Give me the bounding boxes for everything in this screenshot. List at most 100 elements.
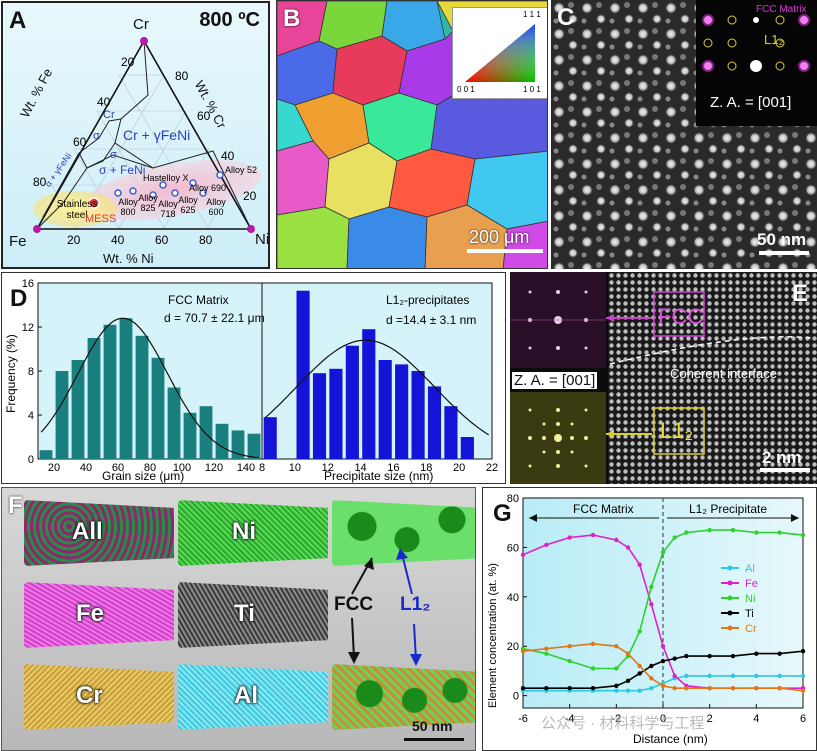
series-point-al bbox=[614, 688, 619, 693]
series-point-cr bbox=[567, 644, 572, 649]
scale-bar-f bbox=[404, 738, 464, 741]
precip-bar bbox=[444, 406, 458, 459]
precip-bar bbox=[378, 360, 392, 459]
precip-bar bbox=[263, 417, 277, 459]
alloy-hastelloy-x: Hastelloy X bbox=[143, 173, 189, 183]
x-tick-label: 20 bbox=[453, 462, 465, 474]
x-tick-label: 100 bbox=[173, 462, 191, 474]
ipf-key: 1 1 1 0 0 1 1 0 1 bbox=[452, 7, 547, 99]
marker-alloy-800 bbox=[114, 189, 122, 197]
series-line-ti bbox=[523, 650, 804, 689]
marker-hastelloy-x bbox=[159, 181, 167, 189]
ternary-phase-diagram bbox=[33, 37, 262, 233]
series-point-ti bbox=[567, 686, 572, 691]
x-tick-label: -2 bbox=[611, 713, 621, 725]
vertex-ni-dot bbox=[247, 225, 255, 233]
marker-alloy-690 bbox=[189, 179, 197, 187]
y-tick-label: 80 bbox=[507, 493, 519, 505]
series-point-ti bbox=[590, 686, 596, 691]
legend-marker bbox=[727, 565, 733, 571]
panel-g: 0 20 40 60 80 -6 -4 -2 0 2 4 6 Al Fe Ni Ti Cr G FCC Ma… bbox=[482, 487, 817, 751]
g-ylabel: Element concentration (at. %) bbox=[487, 563, 499, 708]
x-tick-label: 16 bbox=[387, 462, 399, 474]
series-point-ni bbox=[754, 530, 759, 535]
region-arrow-left bbox=[529, 514, 659, 522]
series-point-cr bbox=[777, 686, 782, 691]
tick-cr-80: 80 bbox=[175, 69, 189, 83]
series-point-al bbox=[754, 673, 759, 679]
x-tick-label: -6 bbox=[518, 713, 528, 725]
y-tick-label: 8 bbox=[28, 366, 34, 378]
precip-bar bbox=[329, 368, 343, 459]
x-tick-label: 20 bbox=[48, 462, 60, 474]
x-tick-label: 40 bbox=[80, 462, 92, 474]
grain-title: FCC Matrix bbox=[168, 293, 229, 307]
region-cr: Cr bbox=[103, 109, 115, 121]
precip-bar bbox=[362, 329, 376, 459]
series-point-cr bbox=[672, 686, 677, 691]
precip-bar bbox=[427, 386, 442, 459]
series-point-cr bbox=[520, 648, 526, 654]
map-label-all: All bbox=[72, 518, 103, 545]
panel-f: F All Ni Fe Ti Cr Al FCC L1₂ 50 nm bbox=[1, 487, 476, 751]
series-point-cr bbox=[660, 683, 666, 688]
grain-bar bbox=[183, 412, 197, 459]
apt-map-all bbox=[24, 500, 174, 566]
grain-bar bbox=[39, 450, 53, 459]
legend-label: Al bbox=[745, 563, 755, 575]
series-point-ti bbox=[614, 683, 619, 688]
tick-cr-60: 60 bbox=[197, 109, 211, 123]
tick-ni-80: 80 bbox=[199, 233, 213, 247]
watermark: 公众号 · 材料科学与工程 bbox=[541, 715, 705, 732]
grain-bar bbox=[135, 335, 149, 459]
l12-label-e: L1₂ bbox=[660, 418, 694, 443]
apt-map-ti bbox=[178, 582, 328, 648]
panel-b: 1 1 1 0 0 1 1 0 1 B 200 μm bbox=[276, 0, 548, 269]
series-point-cr bbox=[754, 686, 759, 691]
x-tick-label: 140 bbox=[237, 462, 255, 474]
fcc-label-e: FCC bbox=[658, 304, 704, 329]
x-tick-label: 18 bbox=[420, 462, 432, 474]
region-sigma-feni: σ + FeNi bbox=[99, 163, 146, 177]
legend-label: Ni bbox=[745, 593, 755, 605]
x-tick-label: 22 bbox=[486, 462, 498, 474]
series-lines bbox=[520, 527, 806, 693]
map-label-ni: Ni bbox=[232, 518, 256, 545]
scale-bar-b bbox=[467, 249, 543, 253]
apt-map-cr bbox=[24, 664, 174, 730]
x-tick-label: 10 bbox=[289, 462, 301, 474]
ipf-001: 0 0 1 bbox=[457, 85, 475, 94]
x-tick-label: 6 bbox=[800, 713, 806, 725]
series-point-ni bbox=[672, 535, 677, 540]
grain-bar bbox=[103, 324, 117, 459]
scale-bar-c bbox=[759, 251, 809, 255]
mess-label: MESS bbox=[85, 213, 117, 225]
x-tick-label: 120 bbox=[205, 462, 223, 474]
panel-a: A 800 ºC bbox=[1, 1, 270, 269]
series-point-fe bbox=[672, 673, 677, 679]
alloy-600: Alloy 600 bbox=[206, 197, 226, 217]
fft-l12 bbox=[510, 392, 606, 484]
l12-label-c: L1₂ bbox=[764, 32, 784, 47]
fcc-box bbox=[653, 291, 705, 337]
series-point-ni bbox=[684, 530, 689, 535]
series-line-ni bbox=[522, 529, 804, 670]
y-tick-label: 20 bbox=[507, 641, 519, 653]
proxigram-chart: 0 20 40 60 80 -6 -4 -2 0 2 4 6 Al Fe Ni Ti Cr bbox=[507, 493, 806, 725]
l12-arrow-up bbox=[396, 548, 408, 560]
grain-bar bbox=[231, 430, 245, 459]
x-tick-label: 0 bbox=[660, 713, 666, 725]
d-xlabel-right: Precipitate size (nm) bbox=[324, 469, 434, 483]
ipf-101: 1 0 1 bbox=[523, 85, 541, 94]
x-ticks-d: 20 40 60 80 100 120 140 8 10 12 14 16 18 20 22 bbox=[48, 462, 498, 474]
marker-alloy-825 bbox=[129, 187, 137, 195]
series-point-fe bbox=[649, 602, 654, 607]
l12-arrow-down bbox=[410, 654, 422, 666]
series-point-al bbox=[625, 688, 631, 693]
fcc-matrix-label: FCC Matrix bbox=[756, 4, 807, 15]
grain-bar bbox=[55, 371, 69, 459]
series-point-fe bbox=[544, 542, 549, 548]
series-point-fe bbox=[567, 535, 572, 540]
precip-bar bbox=[345, 345, 359, 459]
marker-alloy-600 bbox=[199, 189, 207, 197]
